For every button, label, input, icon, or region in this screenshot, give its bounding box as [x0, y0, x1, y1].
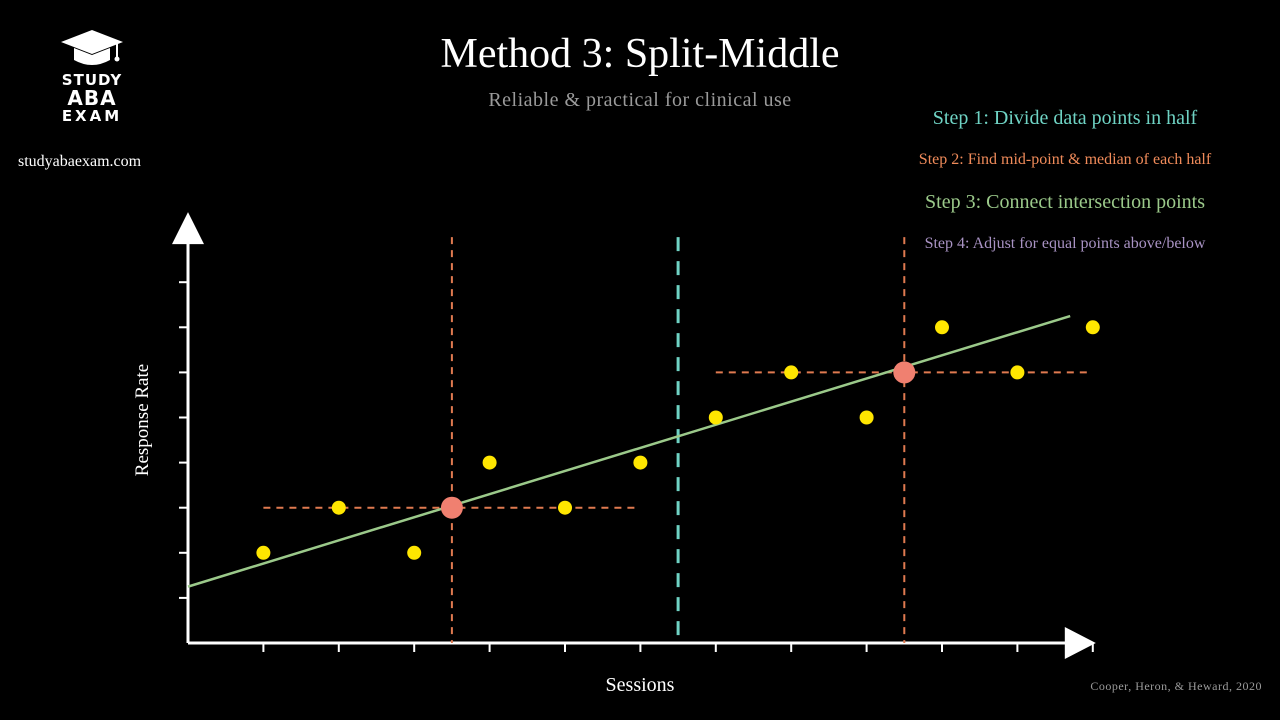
slide-subtitle: Reliable & practical for clinical use	[488, 89, 792, 111]
y-axis-arrow	[172, 212, 204, 245]
data-point	[935, 320, 949, 335]
graduation-cap-icon	[61, 30, 123, 65]
slide-title: Method 3: Split-Middle	[440, 31, 840, 77]
data-point	[482, 455, 497, 470]
intersection-point-2	[893, 361, 916, 384]
logo-text-exam: EXAM	[61, 107, 123, 125]
data-point	[1085, 320, 1100, 335]
step-1-text: Step 1: Divide data points in half	[932, 107, 1198, 129]
x-axis-label: Sessions	[605, 674, 675, 696]
x-axis-arrow	[1064, 627, 1096, 659]
step-3-text: Step 3: Connect intersection points	[925, 191, 1205, 213]
citation: Cooper, Heron, & Heward, 2020	[1090, 679, 1262, 693]
data-point	[1010, 365, 1025, 380]
data-point	[407, 545, 422, 560]
data-point	[859, 410, 874, 425]
data-point	[331, 500, 346, 515]
logo-text-aba: ABA	[67, 86, 117, 110]
data-point	[784, 365, 799, 380]
step-2-text: Step 2: Find mid-point & median of each …	[918, 151, 1212, 168]
logo: STUDY ABA EXAM	[56, 26, 128, 125]
intersection-point-1	[440, 496, 463, 519]
data-point	[256, 545, 271, 560]
logo-text-study: STUDY	[61, 71, 123, 89]
y-axis-label: Response Rate	[132, 363, 153, 477]
step-4-text: Step 4: Adjust for equal points above/be…	[924, 235, 1206, 252]
trend-line	[187, 314, 1071, 588]
data-point	[708, 410, 723, 425]
data-point	[633, 455, 648, 470]
data-point	[558, 500, 572, 515]
website-link[interactable]: studyabaexam.com	[18, 153, 142, 170]
